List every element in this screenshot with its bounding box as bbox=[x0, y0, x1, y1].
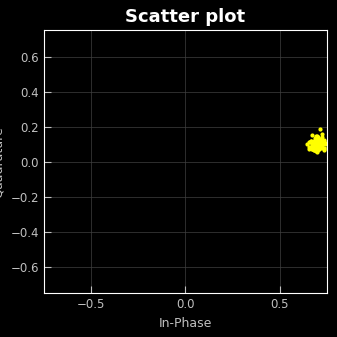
Channel 1 bbox=[311, 142, 315, 146]
Channel 1 bbox=[316, 139, 320, 143]
Channel 1 bbox=[318, 139, 323, 143]
Y-axis label: Quadrature: Quadrature bbox=[0, 126, 5, 197]
X-axis label: In-Phase: In-Phase bbox=[159, 316, 212, 330]
Channel 1 bbox=[309, 139, 313, 143]
Channel 1 bbox=[317, 127, 321, 131]
Channel 1 bbox=[317, 139, 321, 143]
Line: Channel 1: Channel 1 bbox=[304, 127, 331, 155]
Channel 1 bbox=[315, 145, 319, 149]
Channel 1 bbox=[315, 150, 319, 154]
Title: Scatter plot: Scatter plot bbox=[125, 8, 245, 26]
Channel 1 bbox=[321, 138, 326, 142]
Channel 1 bbox=[315, 141, 319, 145]
